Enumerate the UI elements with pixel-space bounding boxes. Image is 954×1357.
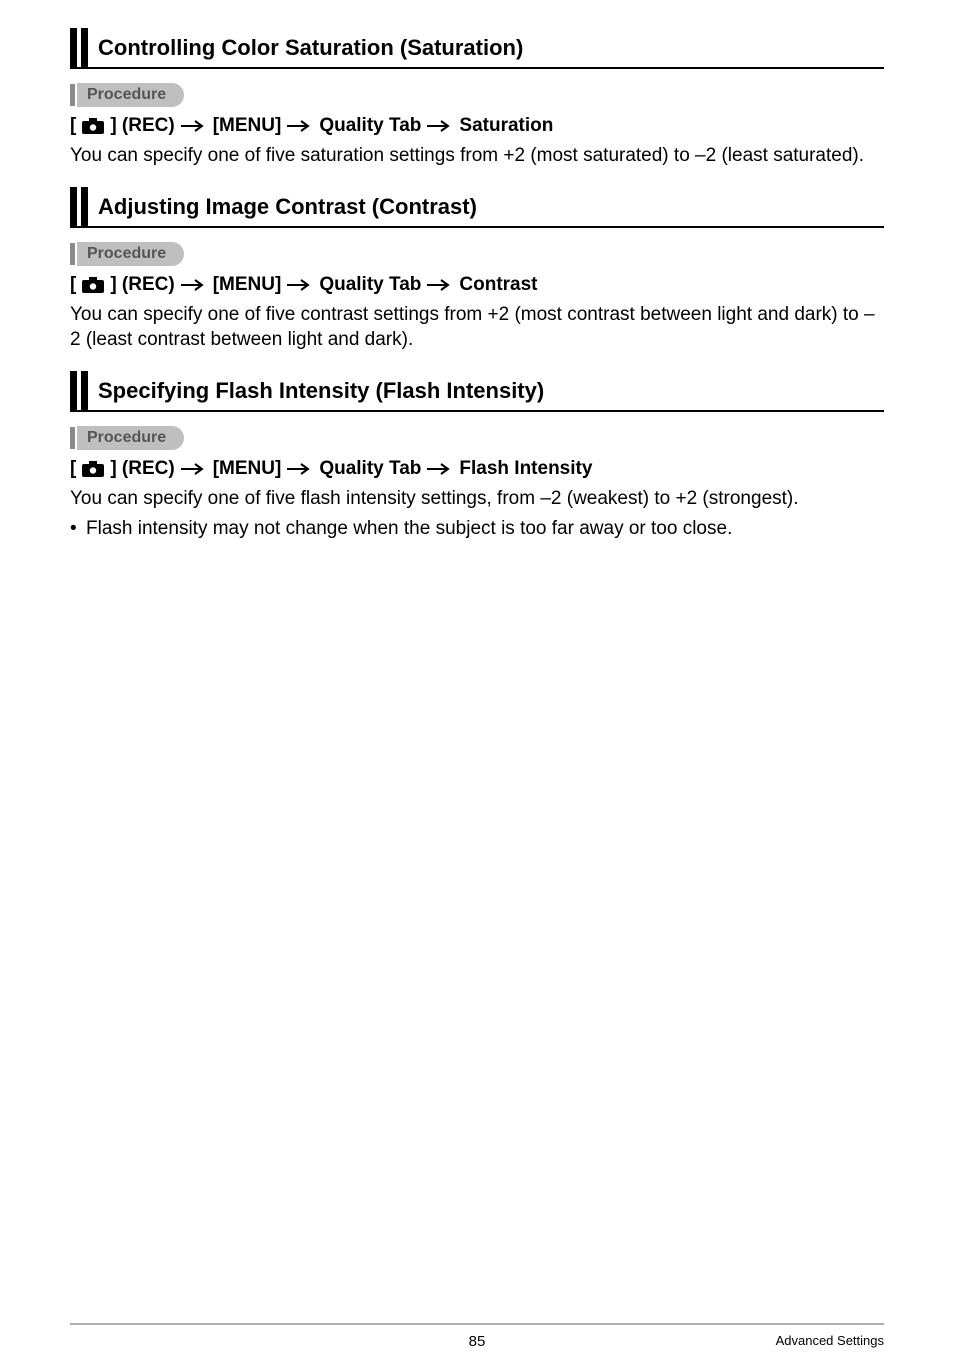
procedure-bar-icon	[70, 84, 75, 106]
arrow-right-icon	[427, 279, 453, 291]
section-body: You can specify one of five flash intens…	[70, 486, 884, 512]
bracket-open: [	[70, 115, 76, 137]
heading-bar-icon	[70, 28, 77, 67]
procedure-pill: Procedure	[77, 83, 184, 107]
section-title: Controlling Color Saturation (Saturation…	[98, 28, 523, 67]
section-heading-saturation: Controlling Color Saturation (Saturation…	[70, 28, 884, 69]
bullet-text: Flash intensity may not change when the …	[86, 516, 732, 542]
bullet-dot-icon: •	[70, 516, 86, 542]
footer-label: Advanced Settings	[776, 1333, 884, 1348]
bracket-open: [	[70, 458, 76, 480]
breadcrumb-step: [MENU]	[213, 274, 282, 296]
arrow-right-icon	[181, 463, 207, 475]
arrow-right-icon	[181, 279, 207, 291]
arrow-right-icon	[287, 463, 313, 475]
breadcrumb: [ ] (REC) [MENU] Quality Tab Saturation	[70, 115, 884, 137]
breadcrumb: [ ] (REC) [MENU] Quality Tab Contrast	[70, 274, 884, 296]
rec-label: ] (REC)	[110, 274, 174, 296]
heading-bar-icon	[81, 187, 88, 226]
breadcrumb-step: Quality Tab	[319, 458, 421, 480]
section-body: You can specify one of five contrast set…	[70, 302, 884, 353]
arrow-right-icon	[287, 279, 313, 291]
section-heading-flash: Specifying Flash Intensity (Flash Intens…	[70, 371, 884, 412]
camera-icon	[82, 277, 104, 293]
heading-bar-icon	[81, 28, 88, 67]
section-title: Specifying Flash Intensity (Flash Intens…	[98, 371, 544, 410]
rec-label: ] (REC)	[110, 115, 174, 137]
rec-label: ] (REC)	[110, 458, 174, 480]
heading-bar-icon	[70, 187, 77, 226]
breadcrumb: [ ] (REC) [MENU] Quality Tab Flash Inten…	[70, 458, 884, 480]
page-number: 85	[469, 1333, 486, 1350]
section-heading-contrast: Adjusting Image Contrast (Contrast)	[70, 187, 884, 228]
section-title: Adjusting Image Contrast (Contrast)	[98, 187, 477, 226]
breadcrumb-step: [MENU]	[213, 115, 282, 137]
procedure-bar-icon	[70, 427, 75, 449]
procedure-pill: Procedure	[77, 242, 184, 266]
breadcrumb-step: [MENU]	[213, 458, 282, 480]
section-body: You can specify one of five saturation s…	[70, 143, 884, 169]
bracket-open: [	[70, 274, 76, 296]
breadcrumb-step: Contrast	[459, 274, 537, 296]
camera-icon	[82, 461, 104, 477]
procedure-label-wrap: Procedure	[70, 242, 884, 266]
procedure-label-wrap: Procedure	[70, 426, 884, 450]
breadcrumb-step: Saturation	[459, 115, 553, 137]
arrow-right-icon	[427, 120, 453, 132]
procedure-label-wrap: Procedure	[70, 83, 884, 107]
heading-bar-icon	[70, 371, 77, 410]
breadcrumb-step: Quality Tab	[319, 115, 421, 137]
arrow-right-icon	[427, 463, 453, 475]
page-footer: 85 Advanced Settings	[70, 1323, 884, 1333]
breadcrumb-step: Quality Tab	[319, 274, 421, 296]
arrow-right-icon	[287, 120, 313, 132]
procedure-bar-icon	[70, 243, 75, 265]
page: Controlling Color Saturation (Saturation…	[0, 0, 954, 1357]
heading-bar-icon	[81, 371, 88, 410]
procedure-pill: Procedure	[77, 426, 184, 450]
arrow-right-icon	[181, 120, 207, 132]
bullet-item: • Flash intensity may not change when th…	[70, 516, 884, 542]
breadcrumb-step: Flash Intensity	[459, 458, 592, 480]
camera-icon	[82, 118, 104, 134]
